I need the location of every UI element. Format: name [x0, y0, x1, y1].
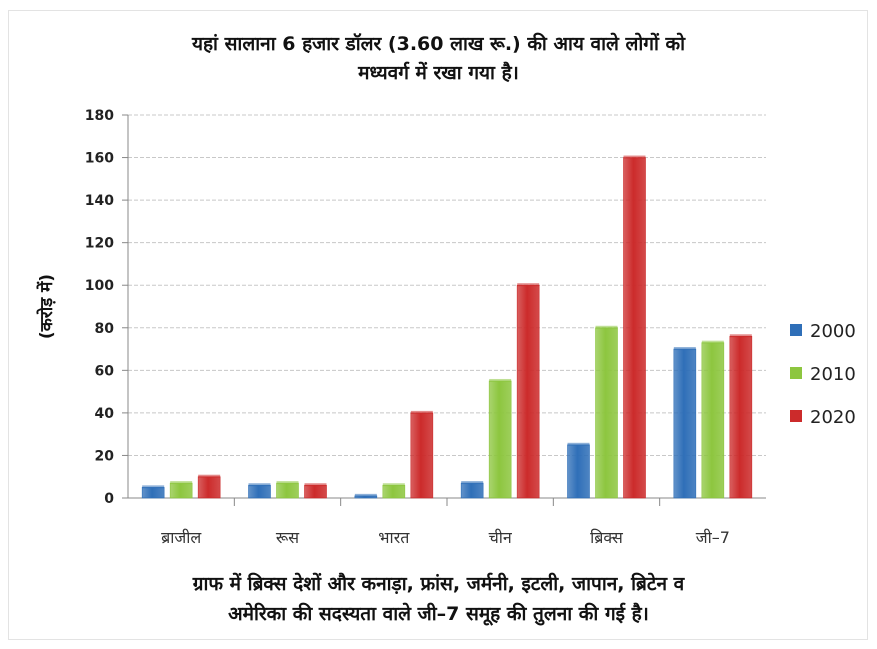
bar-cap-2020	[198, 474, 221, 478]
y-tick-label: 60	[95, 363, 115, 379]
y-tick-label: 100	[85, 278, 114, 294]
bar-cap-2010	[489, 378, 512, 382]
bar-cap-2000	[248, 483, 271, 487]
bar-2000	[141, 487, 165, 499]
x-tick-label: चीन	[489, 528, 513, 547]
bar-2020	[197, 476, 221, 499]
bar-2010	[382, 484, 406, 499]
y-tick-label: 0	[104, 491, 114, 507]
bar-2010	[276, 482, 299, 499]
legend-swatch-2020	[790, 410, 802, 422]
legend-swatch-2000	[790, 324, 802, 336]
x-tick-label: रूस	[276, 528, 300, 547]
axes	[122, 114, 766, 506]
bar-cap-2010	[701, 340, 724, 344]
y-tick-label: 20	[95, 448, 115, 464]
bar-cap-2020	[304, 483, 327, 487]
bar-2000	[460, 482, 484, 499]
gridlines	[128, 114, 766, 456]
bar-2000	[248, 484, 271, 499]
legend: 2000 2010 2020	[790, 321, 856, 428]
bar-2020	[410, 412, 434, 499]
bar-2010	[169, 482, 193, 499]
chart-title-line-2: मध्यवर्ग में रखा गया है।	[358, 62, 519, 84]
bar-cap-2000	[567, 442, 590, 446]
bar-cap-2000	[673, 347, 696, 351]
bar-cap-2010	[170, 481, 193, 485]
x-tick-label: भारत	[378, 528, 410, 547]
bar-2020	[623, 157, 646, 499]
y-tick-label: 180	[85, 108, 114, 124]
bar-cap-2010	[595, 325, 618, 329]
legend-swatch-2010	[790, 367, 802, 379]
bar-2020	[516, 284, 540, 499]
y-tick-label: 140	[85, 193, 114, 209]
bar-2020	[729, 335, 753, 499]
axis-labels: 0 20 40 60 80 100 120 140 160 180 ब्राजील रूस भारत ची…	[36, 108, 730, 547]
bar-2010	[488, 380, 512, 499]
x-tick-label: जी–7	[696, 528, 730, 547]
y-tick-label: 80	[95, 321, 115, 337]
bars	[141, 155, 753, 499]
bar-2020	[304, 484, 327, 499]
legend-label-2010: 2010	[810, 364, 856, 385]
bar-2000	[567, 444, 590, 499]
bar-cap-2010	[382, 483, 405, 487]
bar-2000	[673, 348, 697, 499]
chart-title-line-1: यहां सालाना 6 हजार डॉलर (3.60 लाख रू.) क…	[191, 33, 686, 55]
x-tick-label: ब्राजील	[161, 528, 202, 547]
bar-cap-2020	[410, 410, 433, 414]
y-tick-label: 40	[95, 406, 115, 422]
legend-label-2000: 2000	[810, 321, 856, 342]
y-tick-label: 160	[85, 151, 114, 167]
bar-cap-2020	[729, 334, 752, 338]
legend-label-2020: 2020	[810, 407, 856, 428]
bar-cap-2000	[461, 481, 484, 485]
chart-caption-line-2: अमेरिका की सदस्यता वाले जी–7 समूह की तुल…	[228, 603, 649, 625]
chart-caption: ग्राफ में ब्रिक्स देशों और कनाड़ा, फ्रां…	[20, 569, 857, 629]
chart-title: यहां सालाना 6 हजार डॉलर (3.60 लाख रू.) क…	[20, 30, 857, 88]
y-tick-label: 120	[85, 236, 114, 252]
bar-cap-2020	[517, 283, 540, 287]
bar-2010	[595, 327, 618, 499]
bar-2010	[701, 342, 725, 499]
bar-cap-2000	[354, 493, 377, 497]
y-axis-label: (करोड़ में)	[36, 274, 57, 339]
bar-cap-2010	[276, 481, 299, 485]
x-tick-label: ब्रिक्स	[590, 528, 624, 547]
chart-caption-line-1: ग्राफ में ब्रिक्स देशों और कनाड़ा, फ्रां…	[192, 573, 685, 595]
bar-cap-2000	[142, 485, 165, 489]
bar-cap-2020	[623, 155, 646, 159]
